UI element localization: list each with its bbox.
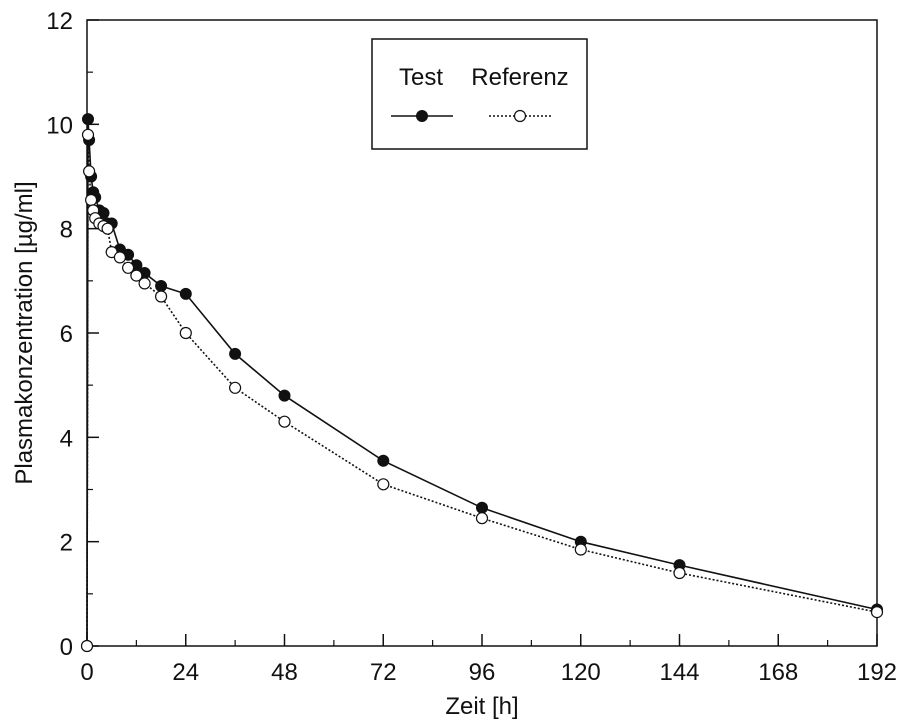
y-tick-label: 4 <box>60 425 73 452</box>
data-point-test <box>82 113 94 126</box>
data-point-test <box>229 347 242 360</box>
x-tick-label: 72 <box>370 659 397 686</box>
x-tick-label: 144 <box>659 659 699 686</box>
y-tick-label: 10 <box>46 112 73 139</box>
data-point-referenz <box>113 251 127 264</box>
data-point-referenz <box>81 128 95 141</box>
y-axis-title: Plasmakonzentration [µg/ml] <box>11 181 38 484</box>
data-point-test <box>377 454 390 467</box>
x-tick-label: 0 <box>80 659 93 686</box>
legend-label-test: Test <box>399 64 443 91</box>
legend-marker-referenz <box>513 109 527 123</box>
data-point-referenz <box>122 261 135 274</box>
x-tick-label: 168 <box>758 659 798 686</box>
legend-box <box>371 38 588 150</box>
series-referenz <box>80 128 884 653</box>
y-tick-label: 12 <box>46 8 73 35</box>
data-point-referenz <box>278 415 291 428</box>
y-axis-ticks: 0 2 4 6 8 10 12 <box>46 8 99 661</box>
data-point-referenz <box>130 269 143 282</box>
x-axis-title: Zeit [h] <box>445 693 518 720</box>
x-axis-ticks: 0 24 48 72 96 120 144 168 192 <box>80 634 897 686</box>
data-point-referenz <box>155 290 168 303</box>
series-test <box>81 113 883 652</box>
series-line-test <box>86 119 878 647</box>
y-tick-label: 0 <box>60 634 73 661</box>
legend-marker-test <box>416 110 428 122</box>
data-point-referenz <box>84 193 98 207</box>
data-point-referenz <box>80 639 94 653</box>
data-point-test <box>155 280 168 292</box>
data-point-referenz <box>377 478 390 491</box>
data-point-referenz <box>101 222 114 235</box>
x-tick-label: 24 <box>172 659 199 686</box>
data-point-referenz <box>229 381 242 394</box>
data-point-referenz <box>179 326 192 340</box>
y-tick-label: 6 <box>60 321 73 348</box>
x-tick-label: 96 <box>469 659 496 686</box>
y-tick-label: 8 <box>60 217 73 244</box>
data-point-referenz <box>574 543 587 556</box>
data-point-test <box>179 287 192 300</box>
data-point-referenz <box>673 566 686 580</box>
x-tick-label: 48 <box>271 659 298 686</box>
data-point-referenz <box>138 277 151 290</box>
data-point-test <box>278 389 291 402</box>
legend: Test Referenz <box>371 38 588 150</box>
series-layer <box>80 113 884 653</box>
x-tick-label: 192 <box>857 659 897 686</box>
series-line-referenz <box>86 134 878 647</box>
data-point-referenz <box>475 512 489 525</box>
data-point-referenz <box>870 605 884 619</box>
legend-label-referenz: Referenz <box>471 64 568 91</box>
data-point-referenz <box>82 165 96 178</box>
y-tick-label: 2 <box>60 530 73 557</box>
data-point-test <box>476 501 488 514</box>
x-tick-label: 120 <box>561 659 601 686</box>
